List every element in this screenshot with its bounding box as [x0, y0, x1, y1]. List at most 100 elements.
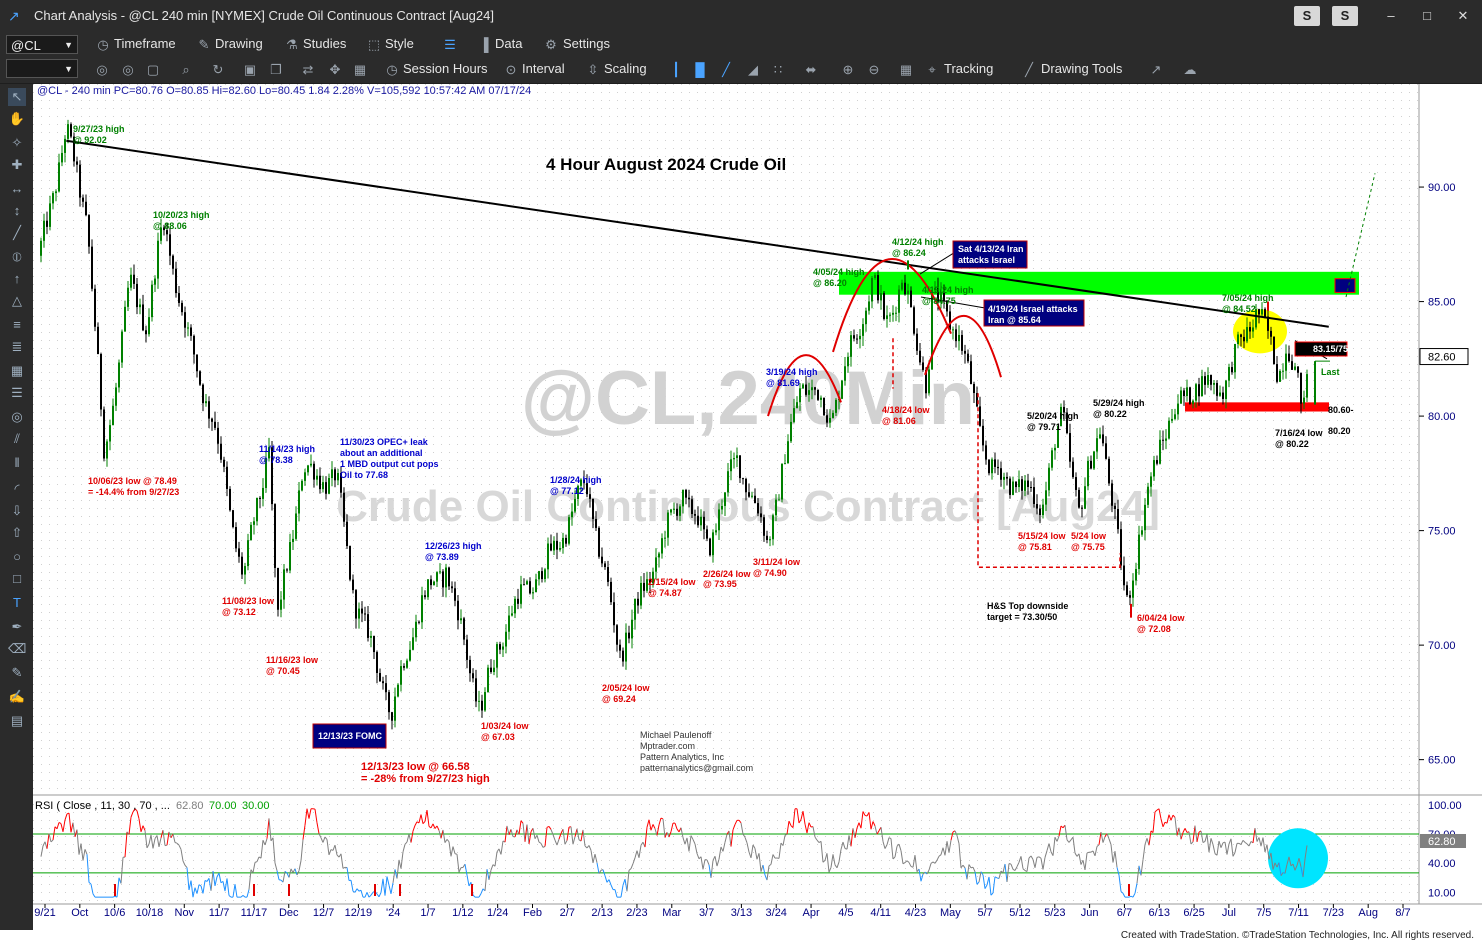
minimize-button[interactable]: –	[1387, 8, 1395, 23]
horizontal-arrows-icon[interactable]: ↔	[10, 181, 24, 196]
studies-menu[interactable]: Studies	[303, 36, 347, 51]
chat-icon[interactable]: ☁	[1183, 62, 1197, 77]
candle-body	[1168, 420, 1170, 439]
pen-icon[interactable]: ✒	[11, 619, 23, 634]
highlighter-icon[interactable]: ✍	[8, 689, 26, 704]
export-icon[interactable]: ↗	[1150, 62, 1162, 77]
rsi-segment	[692, 839, 696, 845]
arrow-up-icon[interactable]: ↑	[13, 271, 21, 286]
line-icon[interactable]: ╱	[722, 62, 730, 77]
timeframe-menu[interactable]: Timeframe	[114, 36, 176, 51]
eraser-icon[interactable]: ⌫	[8, 641, 27, 656]
note-icon[interactable]: ▤	[10, 713, 24, 728]
scaling-menu[interactable]: Scaling	[604, 61, 647, 76]
grid-draw-icon[interactable]: ▦	[10, 363, 24, 378]
bars-icon[interactable]: ┃	[672, 62, 680, 77]
crosshair-icon[interactable]: ✚	[11, 157, 23, 172]
rsi-segment	[640, 841, 644, 846]
move-icon[interactable]: ✥	[329, 62, 341, 77]
copy-icon[interactable]: ❐	[270, 62, 282, 77]
candle-body	[127, 287, 129, 307]
cycle2-icon[interactable]: ◎	[122, 62, 134, 77]
time-tick-label: Jul	[1222, 907, 1236, 919]
session-hours-menu[interactable]: Session Hours	[403, 61, 488, 76]
fib-icon[interactable]: ≡	[13, 317, 21, 332]
chart-area[interactable]: @CL - 240 min PC=80.76 O=80.85 Hi=82.60 …	[33, 84, 1482, 930]
marker-icon[interactable]: ✎	[11, 665, 23, 680]
trendline-icon[interactable]: ╱	[13, 225, 21, 240]
cycle-icon[interactable]: ◎	[96, 62, 108, 77]
window-icon[interactable]: ▢	[146, 62, 160, 77]
channel-icon[interactable]: ⫽	[14, 431, 20, 446]
wand-icon[interactable]: ✧	[11, 135, 23, 150]
settings-menu[interactable]: Settings	[563, 36, 610, 51]
ladder-icon[interactable]: ☰	[11, 385, 23, 400]
rsi-segment	[982, 874, 986, 889]
rsi-segment	[328, 849, 332, 856]
area-icon[interactable]: ◢	[748, 62, 758, 77]
hand-icon[interactable]: ✋	[8, 111, 26, 126]
style-menu[interactable]: Style	[385, 36, 414, 51]
compare-icon[interactable]: ⬌	[805, 62, 817, 77]
layout-icon[interactable]: ☰	[444, 37, 456, 52]
dots-icon[interactable]: ∷	[773, 62, 783, 77]
zoom-out-icon[interactable]: ⊖	[868, 62, 880, 77]
drawing-tools-menu[interactable]: Drawing Tools	[1041, 61, 1123, 76]
rsi-segment	[1272, 862, 1276, 870]
rsi-segment	[762, 864, 766, 876]
candle-body	[148, 317, 150, 335]
data-menu[interactable]: Data	[495, 36, 523, 51]
candle-body	[361, 608, 363, 614]
drawing-menu[interactable]: Drawing	[215, 36, 263, 51]
candle-body	[619, 644, 621, 651]
candle-body	[1153, 460, 1155, 477]
chart-svg[interactable]: @CL - 240 min PC=80.76 O=80.85 Hi=82.60 …	[33, 84, 1482, 930]
rsi-segment	[352, 890, 356, 893]
symbol-input[interactable]: @CL ▼	[6, 35, 78, 54]
rsi-segment	[1266, 844, 1270, 860]
rsi-segment	[1192, 825, 1196, 842]
grid-icon[interactable]: ▦	[353, 62, 367, 77]
pointer-icon[interactable]: ↖	[8, 88, 26, 106]
candle-body	[319, 475, 321, 490]
rsi-segment	[1248, 841, 1252, 847]
interval-menu[interactable]: Interval	[522, 61, 565, 76]
rsi-segment	[256, 856, 260, 862]
candle-icon[interactable]: █	[695, 62, 705, 77]
close-button[interactable]: ✕	[1457, 8, 1469, 23]
down-arrow-draw-icon[interactable]: ⇩	[11, 503, 23, 518]
grid-layout-icon[interactable]: ▦	[899, 62, 913, 77]
rsi-segment	[1208, 838, 1212, 853]
rsi-segment	[316, 822, 320, 834]
image-icon[interactable]: ▣	[243, 62, 257, 77]
candle-body	[76, 161, 78, 165]
up-arrow-draw-icon[interactable]: ⇧	[11, 525, 23, 540]
zoom-icon[interactable]: ⌕	[182, 62, 190, 77]
rsi-segment	[760, 864, 764, 872]
annot-label: @ 73.95	[703, 579, 737, 589]
circle-line-icon[interactable]: ⦶	[12, 249, 22, 264]
tracking-menu[interactable]: Tracking	[944, 61, 994, 76]
refresh-icon[interactable]: ↻	[212, 62, 224, 77]
rsi-segment	[540, 843, 544, 848]
s-button[interactable]: S	[1294, 6, 1320, 26]
rsi-segment	[198, 884, 202, 887]
rectangle-icon[interactable]: □	[13, 571, 21, 586]
arc-icon[interactable]: ◜	[14, 481, 20, 496]
text-icon[interactable]: T	[13, 595, 21, 610]
rsi-segment	[1288, 856, 1292, 866]
fan-icon[interactable]: ≣	[11, 339, 23, 354]
spiral-icon[interactable]: ◎	[11, 409, 23, 424]
ellipse-icon[interactable]: ○	[13, 549, 21, 564]
candle-body	[742, 478, 744, 480]
bars-draw-icon[interactable]: ‖	[14, 455, 20, 470]
triangle-icon[interactable]: △	[12, 293, 22, 308]
link-icon[interactable]: ⇄	[302, 62, 314, 77]
interval-input[interactable]: ▼	[6, 59, 78, 78]
maximize-button[interactable]: □	[1423, 8, 1431, 23]
vertical-arrows-icon[interactable]: ↕	[13, 203, 21, 218]
candle-body	[532, 592, 534, 594]
zoom-in-icon[interactable]: ⊕	[842, 62, 854, 77]
candle-body	[229, 488, 231, 511]
s2-button[interactable]: S	[1332, 6, 1358, 26]
